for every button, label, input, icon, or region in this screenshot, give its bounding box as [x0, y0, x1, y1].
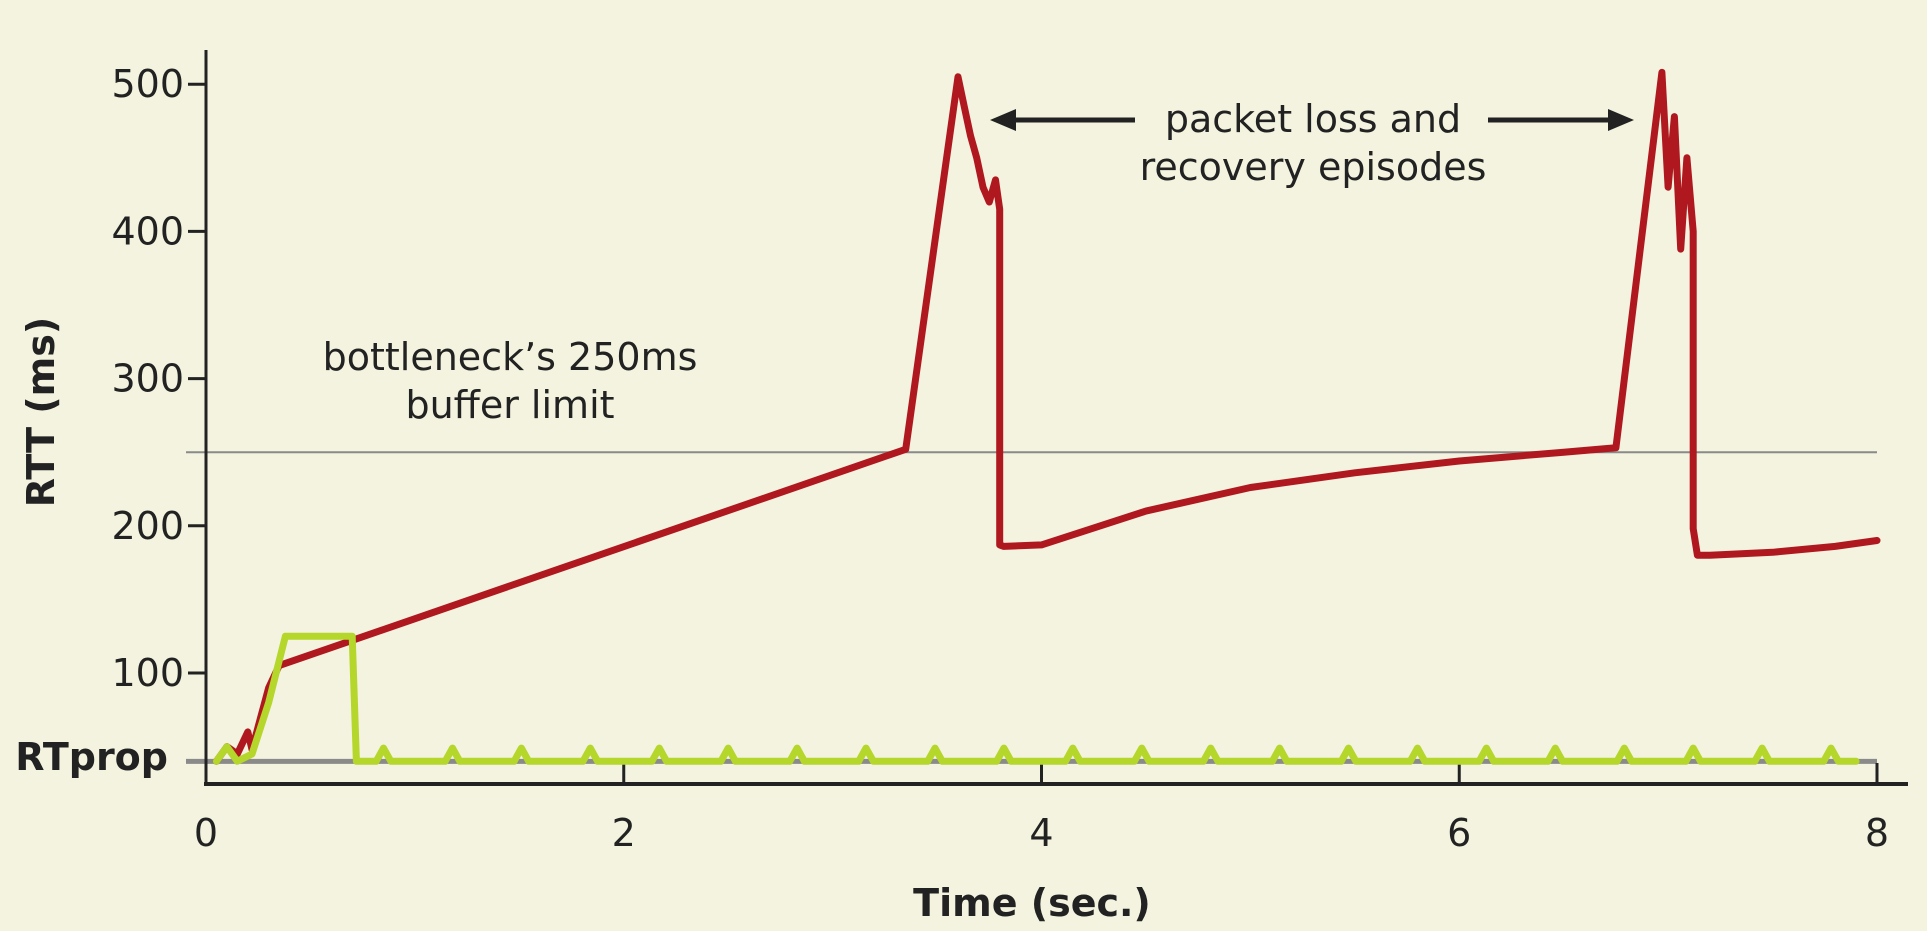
loss-episodes-annotation-line-2: recovery episodes [1140, 145, 1487, 189]
x-tick-label: 6 [1447, 811, 1471, 855]
axes [204, 50, 1908, 786]
buffer-limit-annotation-line-1: bottleneck’s 250ms [323, 335, 698, 379]
x-axis-title: Time (sec.) [913, 881, 1151, 925]
y-tick-label: 500 [111, 62, 184, 106]
buffer-limit-annotation: bottleneck’s 250ms buffer limit [323, 335, 698, 427]
series-layer [212, 68, 1881, 765]
x-tick-label: 2 [612, 811, 636, 855]
loss-episodes-annotation-line-1: packet loss and [1165, 97, 1461, 141]
series-line-2 [212, 632, 1860, 765]
left-arrow [990, 109, 1135, 131]
y-tick-label: 100 [111, 651, 184, 695]
buffer-limit-annotation-line-2: buffer limit [405, 383, 614, 427]
right-arrow-head [1608, 109, 1634, 131]
x-tick-label: 0 [194, 811, 218, 855]
y-ticks: 100 200 300 400 500 [111, 62, 206, 695]
x-tick-label: 8 [1865, 811, 1889, 855]
loss-episodes-annotation: packet loss and recovery episodes [1140, 97, 1487, 189]
x-ticks: 0 2 4 6 8 [194, 763, 1889, 855]
right-arrow [1488, 109, 1634, 131]
y-axis-title: RTT (ms) [19, 317, 63, 507]
rtprop-label: RTprop [15, 735, 168, 779]
y-tick-label: 300 [111, 357, 184, 401]
y-tick-label: 200 [111, 504, 184, 548]
y-tick-label: 400 [111, 209, 184, 253]
left-arrow-head [990, 109, 1016, 131]
x-tick-label: 4 [1029, 811, 1053, 855]
